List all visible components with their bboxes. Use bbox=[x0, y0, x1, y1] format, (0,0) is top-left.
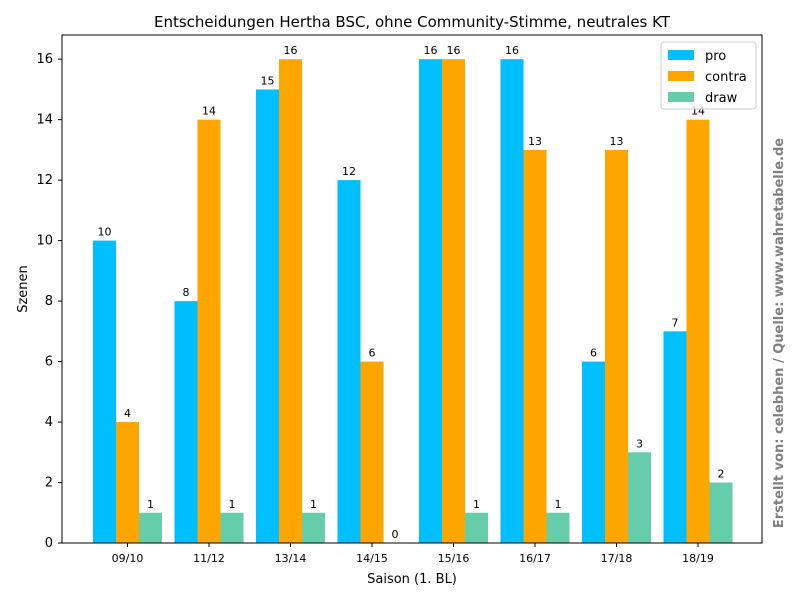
bar-draw-2 bbox=[302, 512, 325, 543]
bar-pro-6 bbox=[582, 361, 605, 543]
bar-draw-1 bbox=[220, 512, 244, 543]
y-tick-label-7: 14 bbox=[36, 113, 53, 128]
chart-title: Entscheidungen Hertha BSC, ohne Communit… bbox=[154, 13, 671, 31]
data-label-contra-0: 4 bbox=[124, 407, 131, 420]
legend-swatch-contra bbox=[668, 71, 694, 81]
data-label-draw-4: 1 bbox=[473, 498, 480, 511]
bar-draw-0 bbox=[139, 512, 162, 543]
y-axis-label: Szenen bbox=[16, 265, 31, 313]
bar-draw-5 bbox=[546, 512, 570, 543]
data-label-draw-3: 0 bbox=[392, 528, 399, 541]
data-label-pro-2: 15 bbox=[261, 74, 275, 87]
x-tick-label-4: 15/16 bbox=[438, 552, 470, 565]
x-tick-label-5: 16/17 bbox=[519, 552, 551, 565]
data-label-draw-7: 2 bbox=[718, 468, 725, 481]
bar-contra-6 bbox=[605, 149, 628, 543]
data-label-pro-4: 16 bbox=[424, 44, 438, 57]
bar-draw-6 bbox=[628, 452, 651, 543]
x-tick-label-0: 09/10 bbox=[112, 552, 144, 565]
x-tick-label-2: 13/14 bbox=[275, 552, 307, 565]
data-label-pro-1: 8 bbox=[183, 286, 190, 299]
y-tick-label-1: 2 bbox=[45, 476, 53, 491]
legend-swatch-draw bbox=[668, 92, 694, 102]
x-axis-label: Saison (1. BL) bbox=[367, 572, 457, 587]
y-tick-label-4: 8 bbox=[45, 294, 53, 309]
data-label-pro-5: 16 bbox=[505, 44, 519, 57]
data-label-draw-5: 1 bbox=[555, 498, 562, 511]
bar-contra-7 bbox=[686, 119, 710, 544]
bar-draw-4 bbox=[465, 512, 488, 543]
y-tick-label-3: 6 bbox=[45, 355, 53, 370]
bar-pro-7 bbox=[663, 331, 687, 543]
bars-layer bbox=[93, 59, 733, 544]
data-label-pro-6: 6 bbox=[590, 347, 597, 360]
bar-contra-5 bbox=[523, 149, 547, 543]
legend-swatch-pro bbox=[668, 50, 694, 60]
credit-text: Erstellt von: celebhen / Quelle: www.wah… bbox=[772, 138, 787, 528]
y-tick-label-0: 0 bbox=[45, 536, 53, 551]
data-label-contra-2: 16 bbox=[284, 44, 298, 57]
data-label-draw-1: 1 bbox=[229, 498, 236, 511]
legend-label-pro: pro bbox=[705, 49, 726, 64]
bar-pro-0 bbox=[93, 240, 116, 543]
data-label-contra-3: 6 bbox=[369, 347, 376, 360]
bar-contra-4 bbox=[442, 59, 465, 543]
bar-pro-5 bbox=[500, 59, 524, 543]
data-label-contra-4: 16 bbox=[447, 44, 461, 57]
data-label-draw-0: 1 bbox=[147, 498, 154, 511]
data-label-contra-6: 13 bbox=[610, 135, 624, 148]
bar-contra-2 bbox=[279, 59, 302, 543]
data-label-contra-5: 13 bbox=[528, 135, 542, 148]
x-tick-label-3: 14/15 bbox=[356, 552, 388, 565]
data-label-contra-1: 14 bbox=[202, 105, 216, 118]
bar-pro-3 bbox=[337, 180, 361, 543]
legend: pro contra draw bbox=[660, 41, 757, 110]
x-tick-label-1: 11/12 bbox=[193, 552, 225, 565]
bar-pro-4 bbox=[419, 59, 442, 543]
plot-frame bbox=[61, 34, 763, 544]
legend-label-contra: contra bbox=[705, 70, 747, 85]
x-tick-label-6: 17/18 bbox=[601, 552, 633, 565]
data-label-pro-7: 7 bbox=[672, 316, 679, 329]
x-axis: 09/10 11/12 13/14 14/15 15/16 16/17 17/18 18/19 bbox=[112, 543, 714, 565]
bar-draw-7 bbox=[709, 482, 733, 543]
y-tick-label-8: 16 bbox=[36, 52, 53, 67]
data-label-pro-0: 10 bbox=[98, 226, 112, 239]
bar-pro-2 bbox=[256, 89, 279, 543]
bar-contra-3 bbox=[360, 361, 384, 543]
y-tick-label-6: 12 bbox=[36, 173, 53, 188]
data-label-draw-6: 3 bbox=[636, 437, 643, 450]
bar-pro-1 bbox=[174, 301, 198, 543]
data-label-pro-3: 12 bbox=[342, 165, 356, 178]
legend-label-draw: draw bbox=[705, 91, 738, 106]
bar-contra-0 bbox=[116, 422, 139, 543]
x-tick-label-7: 18/19 bbox=[682, 552, 714, 565]
data-label-draw-2: 1 bbox=[310, 498, 317, 511]
y-tick-label-5: 10 bbox=[36, 234, 53, 249]
y-tick-label-2: 4 bbox=[45, 415, 53, 430]
bar-contra-1 bbox=[197, 119, 221, 544]
y-axis: 0 2 4 6 8 10 12 14 16 bbox=[36, 52, 62, 551]
